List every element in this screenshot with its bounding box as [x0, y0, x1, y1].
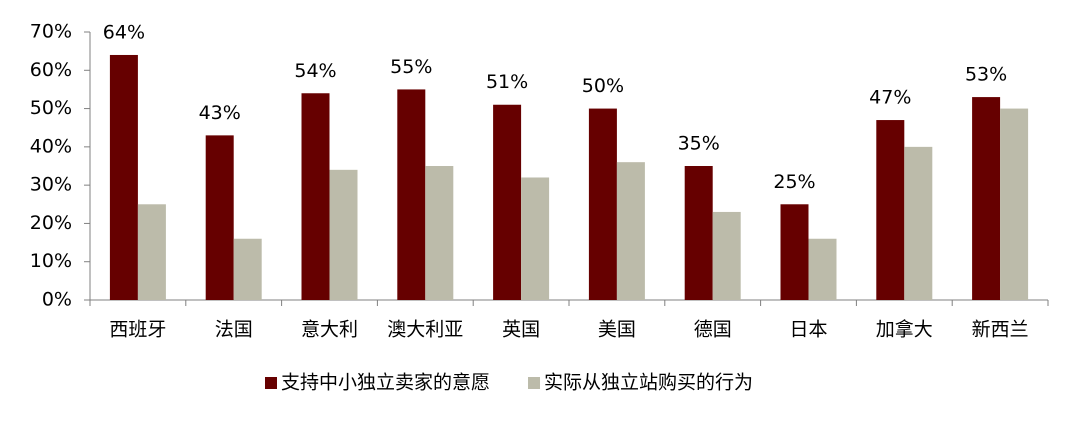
- data-label: 54%: [294, 60, 336, 82]
- data-label: 25%: [773, 171, 815, 193]
- data-label: 35%: [678, 133, 720, 155]
- data-label: 64%: [103, 21, 145, 43]
- x-tick-label: 西班牙: [109, 319, 166, 341]
- y-tick-label: 30%: [30, 174, 72, 196]
- legend-swatch: [528, 377, 541, 389]
- data-label: 47%: [869, 87, 911, 109]
- bar: [205, 135, 234, 300]
- legend-swatch: [265, 377, 277, 389]
- x-tick-label: 日本: [789, 319, 827, 341]
- bar: [876, 120, 905, 300]
- data-label: 55%: [390, 56, 432, 78]
- data-label: 43%: [199, 102, 241, 124]
- y-tick-label: 40%: [30, 135, 72, 157]
- bar: [329, 169, 358, 300]
- x-tick-label: 意大利: [301, 319, 358, 341]
- bar: [972, 97, 1001, 300]
- bar: [425, 166, 454, 300]
- bar: [616, 162, 645, 300]
- bar: [712, 211, 741, 300]
- y-tick-label: 20%: [30, 212, 72, 234]
- bar: [109, 54, 138, 300]
- data-label: 53%: [965, 64, 1007, 86]
- bar: [904, 146, 933, 300]
- bar: [137, 204, 166, 300]
- legend-label: 实际从独立站购买的行为: [544, 372, 753, 394]
- data-label: 51%: [486, 71, 528, 93]
- x-tick-label: 加拿大: [876, 318, 933, 341]
- bar: [588, 108, 617, 300]
- bar: [1000, 108, 1029, 300]
- x-tick-label: 法国: [215, 319, 253, 341]
- bar: [233, 238, 262, 300]
- bar: [808, 238, 837, 300]
- y-tick-label: 10%: [30, 250, 72, 272]
- bar: [397, 89, 426, 300]
- data-label: 50%: [582, 75, 624, 97]
- x-tick-label: 美国: [598, 319, 636, 341]
- y-tick-label: 50%: [30, 97, 72, 119]
- y-tick-label: 60%: [30, 59, 72, 81]
- y-tick-label: 70%: [30, 21, 72, 43]
- bar: [301, 93, 330, 300]
- x-tick-label: 新西兰: [972, 319, 1029, 341]
- x-tick-label: 澳大利亚: [387, 319, 463, 341]
- x-tick-label: 英国: [502, 319, 540, 341]
- x-tick-label: 德国: [694, 319, 732, 341]
- bar: [684, 166, 713, 300]
- bar: [521, 177, 550, 300]
- bar: [493, 104, 522, 300]
- legend-label: 支持中小独立卖家的意愿: [281, 372, 490, 394]
- y-tick-label: 0%: [42, 289, 72, 311]
- bar: [780, 204, 809, 300]
